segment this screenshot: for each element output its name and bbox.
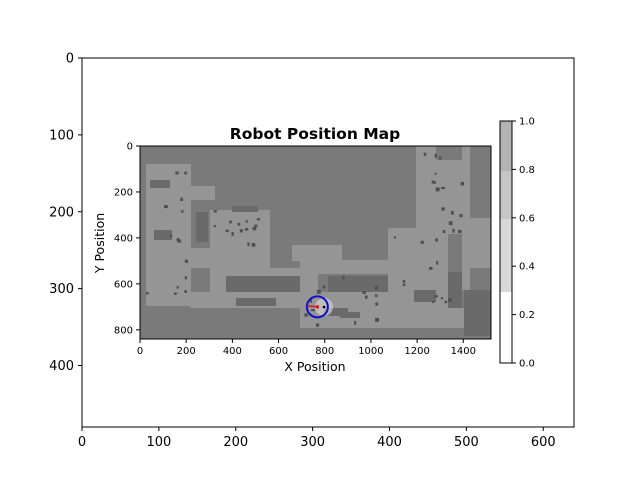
map-x-tick-label: 400 (223, 346, 242, 357)
robot-position-marker (305, 295, 329, 319)
colorbar-tick-label: 0.8 (519, 165, 535, 176)
outer-x-tick-label: 100 (146, 435, 171, 450)
outer-y-axis: 0 100 200 300 400 (49, 52, 82, 374)
map-y-tick-label: 800 (114, 325, 133, 336)
map-x-tick-label: 200 (177, 346, 196, 357)
map-y-tick-label: 0 (127, 142, 133, 153)
map-x-axis: 0 200 400 600 800 1000 1200 1400 (137, 339, 476, 357)
outer-x-tick-label: 400 (377, 435, 402, 450)
outer-y-tick-label: 400 (49, 359, 74, 374)
robot-center-point (315, 305, 320, 309)
map-x-tick-label: 1200 (404, 346, 429, 357)
outer-x-tick-label: 600 (531, 435, 556, 450)
robot-sensor-point (322, 305, 326, 309)
map-title: Robot Position Map (230, 125, 400, 143)
colorbar-band (500, 171, 512, 219)
outer-x-tick-label: 200 (223, 435, 248, 450)
colorbar-tick-label: 1.0 (519, 117, 535, 128)
colorbar-band (500, 219, 512, 292)
colorbar-tick-label: 0.2 (519, 310, 535, 321)
colorbar-tick-label: 0.4 (519, 262, 535, 273)
colorbar-band (500, 121, 512, 171)
colorbar-tick-label: 0.6 (519, 213, 535, 224)
outer-y-tick-label: 100 (49, 128, 74, 143)
map-x-tick-label: 1000 (358, 346, 383, 357)
map-axes-frame (139, 145, 492, 340)
outer-y-tick-label: 200 (49, 205, 74, 220)
colorbar: 0.0 0.2 0.4 0.6 0.8 1.0 (499, 117, 535, 370)
map-y-tick-label: 600 (114, 279, 133, 290)
map-x-tick-label: 1400 (451, 346, 476, 357)
map-y-tick-label: 200 (114, 187, 133, 198)
colorbar-frame (499, 120, 513, 364)
outer-y-tick-label: 300 (49, 282, 74, 297)
map-x-tick-label: 800 (315, 346, 334, 357)
map-y-tick-label: 400 (114, 233, 133, 244)
map-x-label: X Position (284, 359, 345, 374)
colorbar-tick-label: 0.0 (519, 359, 535, 370)
map-x-tick-label: 0 (137, 346, 143, 357)
outer-y-tick-label: 0 (66, 52, 74, 67)
outer-x-tick-label: 500 (454, 435, 479, 450)
map-x-tick-label: 600 (269, 346, 288, 357)
map-y-axis: 0 200 400 600 800 (114, 142, 140, 336)
map-y-label: Y Position (92, 213, 107, 274)
map-image (140, 146, 491, 339)
outer-x-tick-label: 300 (300, 435, 325, 450)
outer-x-axis: 0 100 200 300 400 500 600 (78, 427, 556, 450)
outer-x-tick-label: 0 (78, 435, 86, 450)
